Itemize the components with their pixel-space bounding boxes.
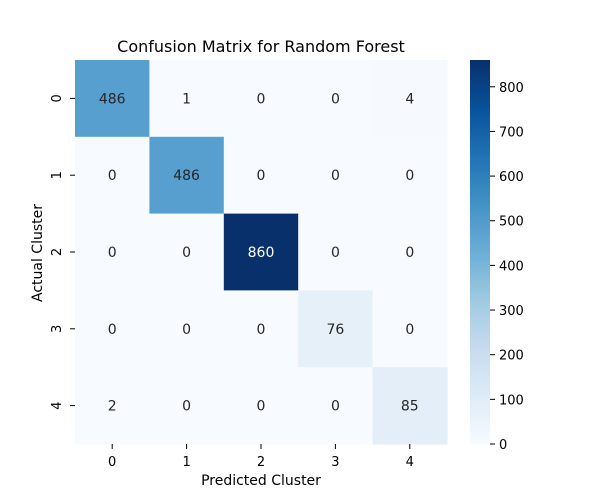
colorbar-tick-label: 700 [499, 125, 524, 140]
colorbar-tick-label: 300 [499, 304, 524, 319]
cell-value-label: 0 [331, 245, 340, 261]
colorbar-tick-label: 600 [499, 170, 524, 185]
colorbar-tick-label: 0 [499, 438, 507, 453]
heatmap-cells: 486 1 0 0 4 0 486 0 0 0 0 0 860 0 0 0 0 0 76 0 2 0 0 0 85 [75, 60, 448, 445]
cell-value-label: 0 [182, 322, 191, 338]
heatmap-cell [149, 290, 225, 368]
colorbar-tick-label: 500 [499, 215, 524, 230]
cell-value-label: 0 [182, 399, 191, 415]
cell-value-label: 0 [405, 322, 414, 338]
colorbar-tick-label: 800 [499, 81, 524, 96]
heatmap-cell [223, 60, 299, 138]
heatmap-cell [75, 290, 150, 368]
cell-value-label: 0 [257, 322, 266, 338]
x-tick-label: 4 [406, 455, 414, 470]
axis-ticks: 0 1 2 3 4 0 1 2 3 4 [50, 94, 414, 470]
heatmap-cell [298, 213, 374, 291]
heatmap-cell [298, 290, 374, 368]
cell-value-label: 1 [182, 91, 191, 107]
cell-value-label: 0 [257, 91, 266, 107]
cell-value-label: 0 [182, 245, 191, 261]
cell-value-label: 0 [331, 168, 340, 184]
cell-value-label: 0 [257, 399, 266, 415]
heatmap-cell [149, 213, 225, 291]
heatmap-cell [298, 60, 374, 138]
cell-value-label: 0 [331, 399, 340, 415]
x-tick-label: 1 [182, 455, 190, 470]
y-axis-label: Actual Cluster [30, 204, 46, 302]
y-tick-label: 4 [50, 401, 65, 409]
heatmap-cell [149, 136, 225, 215]
cell-value-label: 4 [405, 91, 414, 107]
x-tick-label: 0 [108, 455, 116, 470]
colorbar-tick-label: 400 [499, 259, 524, 274]
heatmap-cell [223, 290, 299, 368]
heatmap-cell [75, 213, 150, 291]
colorbar-tick-label: 200 [499, 349, 524, 364]
heatmap-cell [372, 136, 448, 215]
heatmap-cell [223, 367, 299, 445]
colorbar: 0 100 200 300 400 500 600 700 800 [470, 60, 524, 453]
colorbar-tick-label: 100 [499, 393, 524, 408]
cell-value-label: 0 [108, 322, 117, 338]
heatmap-cell [75, 136, 150, 215]
y-tick-label: 3 [50, 325, 65, 333]
cell-value-label: 0 [108, 168, 117, 184]
y-tick-label: 1 [50, 171, 65, 179]
cell-value-label: 85 [401, 399, 419, 415]
heatmap-cell [372, 213, 448, 291]
x-tick-label: 3 [331, 455, 339, 470]
heatmap-cell [149, 60, 225, 138]
colorbar-scale [470, 60, 490, 444]
cell-value-label: 860 [248, 245, 275, 261]
cell-value-label: 0 [405, 245, 414, 261]
cell-value-label: 2 [108, 399, 117, 415]
cell-value-label: 486 [173, 168, 200, 184]
heatmap-cell [372, 60, 448, 138]
heatmap-cell [75, 367, 150, 445]
cell-value-label: 0 [257, 168, 266, 184]
y-tick-label: 0 [50, 94, 65, 102]
heatmap-cell [298, 367, 374, 445]
heatmap-cell [372, 290, 448, 368]
cell-value-label: 0 [108, 245, 117, 261]
y-tick-label: 2 [50, 248, 65, 256]
cell-value-label: 486 [99, 91, 126, 107]
cell-value-label: 0 [331, 91, 340, 107]
heatmap-cell [223, 136, 299, 215]
x-tick-label: 2 [257, 455, 265, 470]
x-axis-label: Predicted Cluster [201, 473, 321, 489]
heatmap-cell [75, 60, 150, 138]
cell-value-label: 0 [405, 168, 414, 184]
heatmap-cell [298, 136, 374, 215]
chart-title: Confusion Matrix for Random Forest [117, 37, 405, 56]
cell-value-label: 76 [326, 322, 344, 338]
heatmap-cell [223, 213, 299, 291]
heatmap-cell [149, 367, 225, 445]
heatmap-cell [372, 367, 448, 445]
